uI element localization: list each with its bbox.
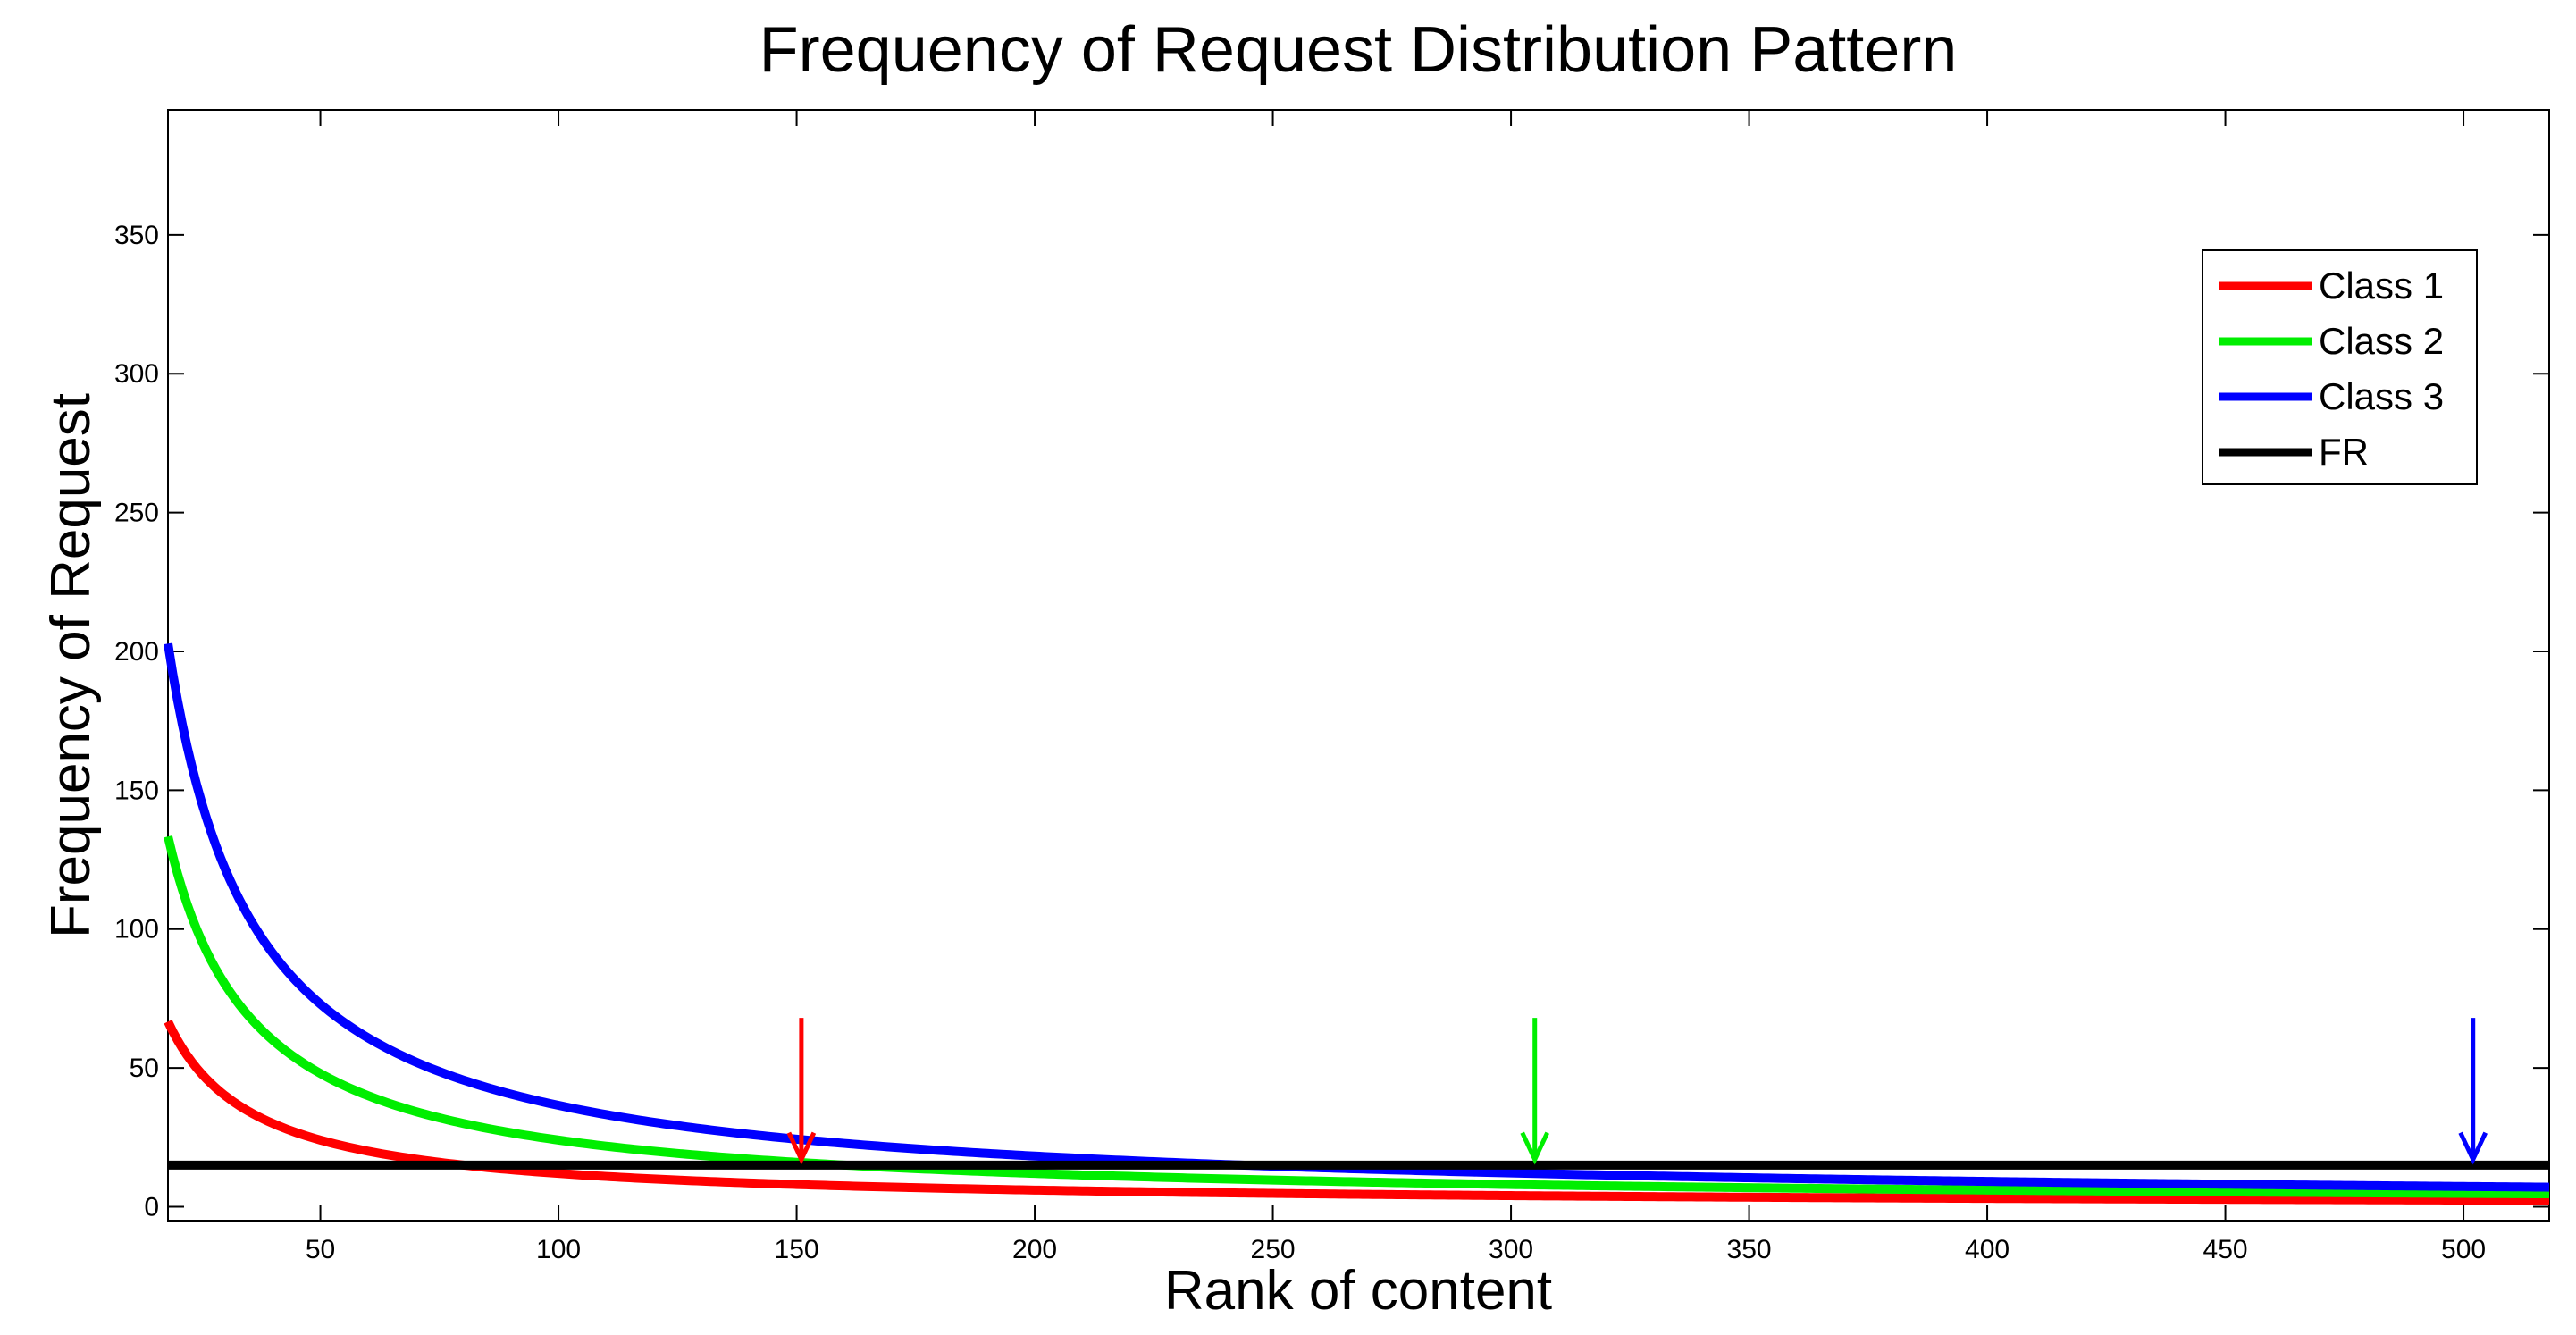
x-tick-label: 300	[1489, 1235, 1533, 1264]
y-tick-label: 200	[114, 637, 159, 667]
arrow-layer	[786, 1018, 2488, 1165]
y-tick-label: 50	[130, 1054, 159, 1083]
y-tick-label: 300	[114, 359, 159, 389]
series-layer	[164, 642, 2550, 1205]
y-tick-label: 100	[114, 915, 159, 945]
annotation-arrowhead	[1520, 1131, 1549, 1165]
x-tick-label: 150	[775, 1235, 819, 1264]
x-tick-label: 450	[2203, 1235, 2248, 1264]
y-tick-label: 0	[144, 1192, 159, 1222]
x-tick-label: 350	[1727, 1235, 1772, 1264]
legend: Class 1 Class 2 Class 3 FR	[2202, 249, 2478, 485]
annotation-arrowhead	[2458, 1131, 2488, 1165]
x-tick-label: 50	[306, 1235, 335, 1264]
series-line-class-2	[164, 835, 2550, 1199]
legend-label: FR	[2319, 431, 2369, 473]
y-tick-label: 350	[114, 221, 159, 250]
y-tick-label: 150	[114, 776, 159, 805]
series-line-class-1	[164, 1020, 2550, 1205]
x-tick-label: 250	[1251, 1235, 1296, 1264]
y-ticks: 0 50 100 150 200 250 300 350	[114, 221, 2549, 1222]
plot-area	[167, 109, 2550, 1222]
x-tick-label: 400	[1965, 1235, 2010, 1264]
legend-label: Class 1	[2319, 264, 2444, 306]
x-tick-label: 100	[536, 1235, 581, 1264]
legend-label: Class 3	[2319, 375, 2444, 417]
chart-title: Frequency of Request Distribution Patter…	[759, 14, 1958, 86]
x-ticks: 50 100 150 200 250 300 350 400 450 500	[306, 110, 2486, 1264]
x-tick-label: 200	[1012, 1235, 1057, 1264]
legend-label: Class 2	[2319, 320, 2444, 362]
x-axis-label: Rank of content	[1164, 1260, 1552, 1322]
y-axis-label: Frequency of Request	[40, 393, 102, 938]
y-tick-label: 250	[114, 499, 159, 528]
annotation-arrowhead	[786, 1131, 817, 1165]
x-tick-label: 500	[2441, 1235, 2486, 1264]
